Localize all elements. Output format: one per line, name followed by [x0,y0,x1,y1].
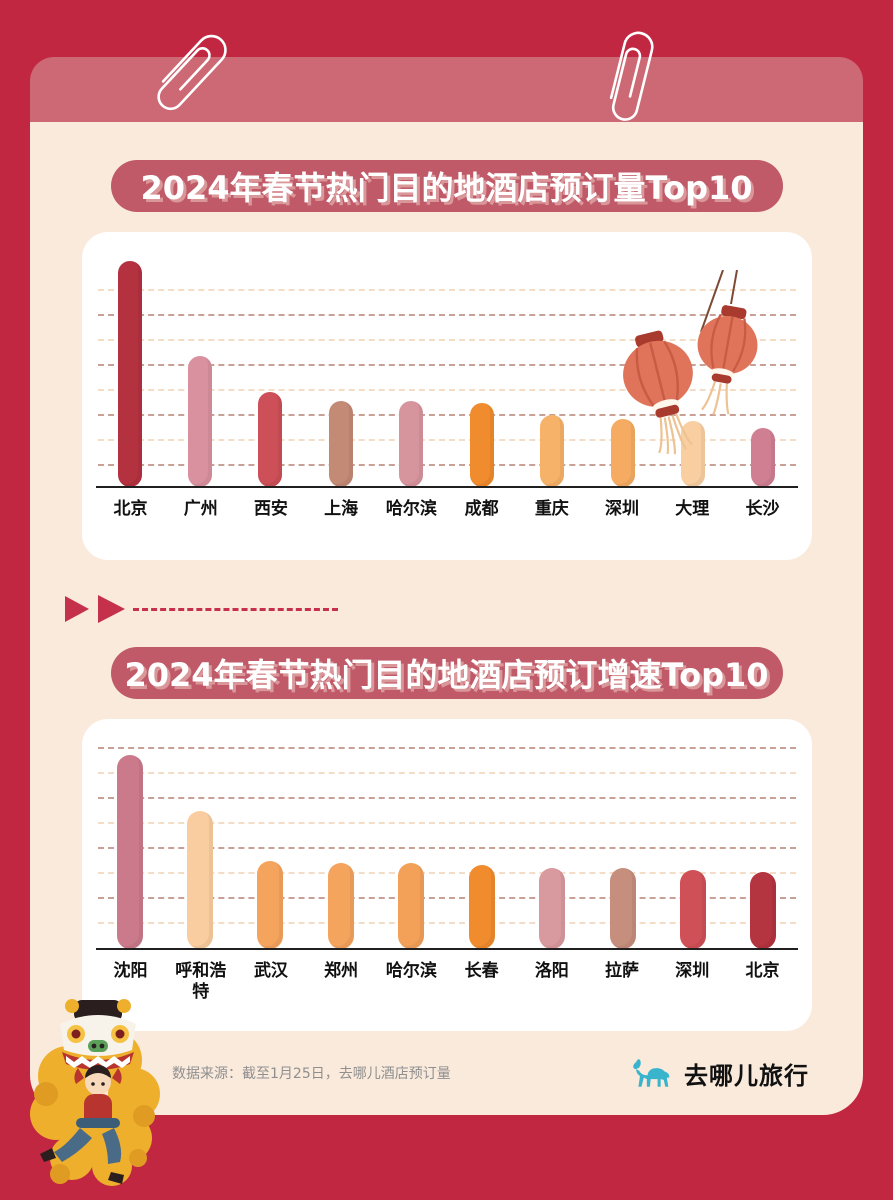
dashed-line [133,607,338,611]
bar-洛阳 [539,868,566,949]
bar-哈尔滨 [399,401,424,487]
data-source-note: 数据来源：截至1月25日，去哪儿酒店预订量 [172,1066,451,1082]
gridline [97,339,796,341]
chart2-card: 沈阳 呼和浩特 武汉 郑州 哈尔滨 长春 洛阳 拉萨 深圳 北京 [81,719,812,1031]
bar-label: 武汉 [253,961,288,981]
brand-logo: 去哪儿旅行 [630,1055,809,1091]
bar-label: 北京 [113,499,148,519]
bar-label: 郑州 [324,961,359,981]
camel-icon [633,1059,670,1087]
bar-label: 北京 [745,961,780,981]
bar-哈尔滨 [398,863,425,949]
gridline [97,897,796,899]
bar-广州 [187,356,212,487]
bar-西安 [258,392,283,487]
bar-label: 呼和浩特 [175,961,227,1003]
bar-label: 重庆 [534,499,569,519]
x-axis-line [95,948,798,950]
gridline [97,364,796,366]
bar-沈阳 [116,755,143,949]
bar-成都 [469,403,494,487]
bar-label: 大理 [675,499,710,519]
bar-深圳 [610,419,635,487]
bar-label: 拉萨 [605,961,640,981]
gridline [97,772,796,774]
gridline [97,822,796,824]
bar-大理 [681,421,705,487]
bar-label: 成都 [464,499,499,519]
chart1-title: 2024年春节热门目的地酒店预订量Top10 [140,169,753,207]
bar-label: 上海 [324,499,359,519]
bar-label: 长沙 [745,499,780,519]
chart2-title-banner: 2024年春节热门目的地酒店预订增速Top10 [110,647,783,699]
bar-深圳 [680,870,706,949]
section-divider [65,595,863,623]
bar-label: 广州 [183,499,218,519]
bar-label: 长春 [464,961,499,981]
chart1-title-banner: 2024年春节热门目的地酒店预订量Top10 [110,160,783,212]
bar-label: 深圳 [605,499,640,519]
clipboard-card: 2024年春节热门目的地酒店预订量Top10 北京 广州 西安 上海 哈尔滨 成都 重庆 深圳… [30,57,863,1115]
bar-重庆 [540,415,565,487]
bar-武汉 [257,861,284,949]
paperclip-icon [596,18,667,134]
gridline [97,922,796,924]
gridline [97,872,796,874]
gridline [97,414,796,416]
chart2-title: 2024年春节热门目的地酒店预订增速Top10 [124,656,769,694]
gridline [97,847,796,849]
bar-呼和浩特 [186,811,213,949]
bar-上海 [328,401,353,487]
gridline [97,797,796,799]
chart1-card: 北京 广州 西安 上海 哈尔滨 成都 重庆 深圳 大理 长沙 [81,232,812,560]
bar-郑州 [327,863,354,949]
clipboard-paper: 2024年春节热门目的地酒店预订量Top10 北京 广州 西安 上海 哈尔滨 成都 重庆 深圳… [30,122,863,1115]
footer: 数据来源：截至1月25日，去哪儿酒店预订量 去哪儿旅行 [30,1055,863,1091]
arrow-right-icon [98,595,125,623]
bar-label: 西安 [253,499,288,519]
gridline [97,464,796,466]
arrow-right-icon [65,596,89,622]
bar-label: 哈尔滨 [385,499,437,519]
bar-长春 [468,865,495,949]
bar-北京 [117,261,142,487]
gridline [97,747,796,749]
x-axis-line [95,486,798,488]
gridline [97,389,796,391]
bar-label: 深圳 [675,961,710,981]
gridline [97,439,796,441]
bar-label: 沈阳 [113,961,148,981]
bar-长沙 [751,428,776,487]
bar-label: 哈尔滨 [385,961,437,981]
gridline [97,289,796,291]
paperclip-icon [137,17,244,127]
bar-北京 [750,872,777,949]
clipboard-top-strip [30,57,863,122]
bar-label: 洛阳 [534,961,569,981]
gridline [97,314,796,316]
bar-拉萨 [609,868,636,949]
brand-name: 去哪儿旅行 [684,1061,809,1090]
